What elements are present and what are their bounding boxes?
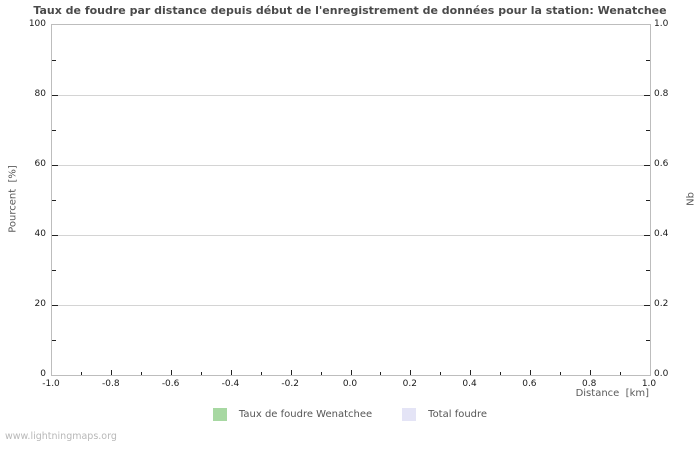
left-axis-minor-tick (52, 199, 56, 201)
x-axis-minor-tick (260, 372, 262, 375)
x-axis-minor-tick (380, 372, 382, 375)
right-axis-minor-tick (646, 339, 650, 341)
x-axis-tick (290, 370, 292, 375)
right-axis-tick-label: 0.6 (654, 159, 669, 169)
right-axis-tick-label: 0.4 (654, 229, 669, 239)
left-axis-tick-label: 60 (34, 159, 46, 169)
right-axis-minor-tick (646, 199, 650, 201)
left-axis-tick (52, 94, 58, 96)
x-axis-minor-tick (619, 372, 621, 375)
left-axis-tick-label: 40 (34, 229, 46, 239)
legend-item: Taux de foudre Wenatchee (212, 408, 373, 421)
left-axis-minor-tick (52, 269, 56, 271)
x-axis-tick (350, 370, 352, 375)
gridline (52, 164, 650, 166)
legend-swatch (212, 408, 227, 421)
left-axis-tick-label: 20 (34, 299, 46, 309)
x-axis-minor-tick (440, 372, 442, 375)
x-axis-tick (410, 370, 412, 375)
x-axis-tick (470, 370, 472, 375)
right-axis-tick (644, 234, 650, 236)
right-axis-tick-label: 0.8 (654, 89, 669, 99)
right-axis-tick-label: 1.0 (654, 19, 669, 29)
x-axis-tick (589, 370, 591, 375)
x-axis-tick-label: -0.2 (281, 379, 299, 389)
left-axis-minor-tick (52, 59, 56, 61)
left-axis-label: Pourcent [%] (7, 165, 19, 233)
x-axis-minor-tick (320, 372, 322, 375)
left-axis-minor-tick (52, 339, 56, 341)
right-axis-minor-tick (646, 269, 650, 271)
x-axis-minor-tick (559, 372, 561, 375)
left-axis-tick (52, 164, 58, 166)
x-axis-tick (171, 370, 173, 375)
x-axis-tick-label: 0.2 (402, 379, 417, 389)
x-axis-tick-label: -1.0 (42, 379, 60, 389)
watermark-link[interactable]: www.lightningmaps.org (5, 431, 117, 442)
x-axis-tick-label: 0.0 (342, 379, 358, 389)
right-axis-minor-tick (646, 59, 650, 61)
left-axis-tick-label: 80 (34, 89, 46, 99)
gridline (52, 94, 650, 96)
x-axis-tick-label: -0.6 (161, 379, 180, 389)
legend-label: Taux de foudre Wenatchee (238, 409, 373, 420)
right-axis-tick (644, 164, 650, 166)
right-axis-tick (644, 94, 650, 96)
right-axis-label: Nb (685, 192, 697, 206)
x-axis-minor-tick (201, 372, 202, 375)
x-axis-tick-label: 1.0 (641, 379, 657, 389)
legend-swatch (402, 408, 417, 421)
chart-title: Taux de foudre par distance depuis début… (33, 4, 667, 17)
left-axis-tick (52, 234, 58, 236)
legend: Taux de foudre Wenatchee Total foudre (0, 408, 700, 421)
left-axis-tick (52, 304, 58, 306)
left-axis-minor-tick (52, 129, 56, 131)
x-axis-minor-tick (500, 372, 501, 375)
x-axis-label: Distance [km] (575, 388, 649, 399)
gridline (52, 304, 650, 306)
right-axis-tick-label: 0.2 (654, 299, 669, 309)
x-axis-minor-tick (141, 372, 143, 375)
x-axis-tick (529, 370, 531, 375)
x-axis-minor-tick (81, 372, 83, 375)
x-axis-tick-label: 0.8 (582, 379, 597, 389)
left-axis-tick-label: 0 (40, 369, 46, 379)
right-axis-tick-label: 0.0 (654, 369, 669, 379)
x-axis-tick (111, 370, 113, 375)
legend-label: Total foudre (428, 409, 488, 420)
right-axis-minor-tick (646, 129, 650, 131)
right-axis-tick (644, 304, 650, 306)
plot-area (51, 24, 651, 376)
gridline (52, 234, 650, 236)
left-axis-tick-label: 100 (28, 19, 46, 29)
x-axis-tick-label: 0.6 (522, 379, 537, 389)
x-axis-tick (230, 370, 232, 375)
x-axis-tick-label: -0.4 (221, 379, 240, 389)
x-axis-tick-label: -0.8 (102, 379, 120, 389)
legend-item: Total foudre (402, 408, 487, 421)
x-axis-tick-label: 0.4 (462, 379, 477, 389)
